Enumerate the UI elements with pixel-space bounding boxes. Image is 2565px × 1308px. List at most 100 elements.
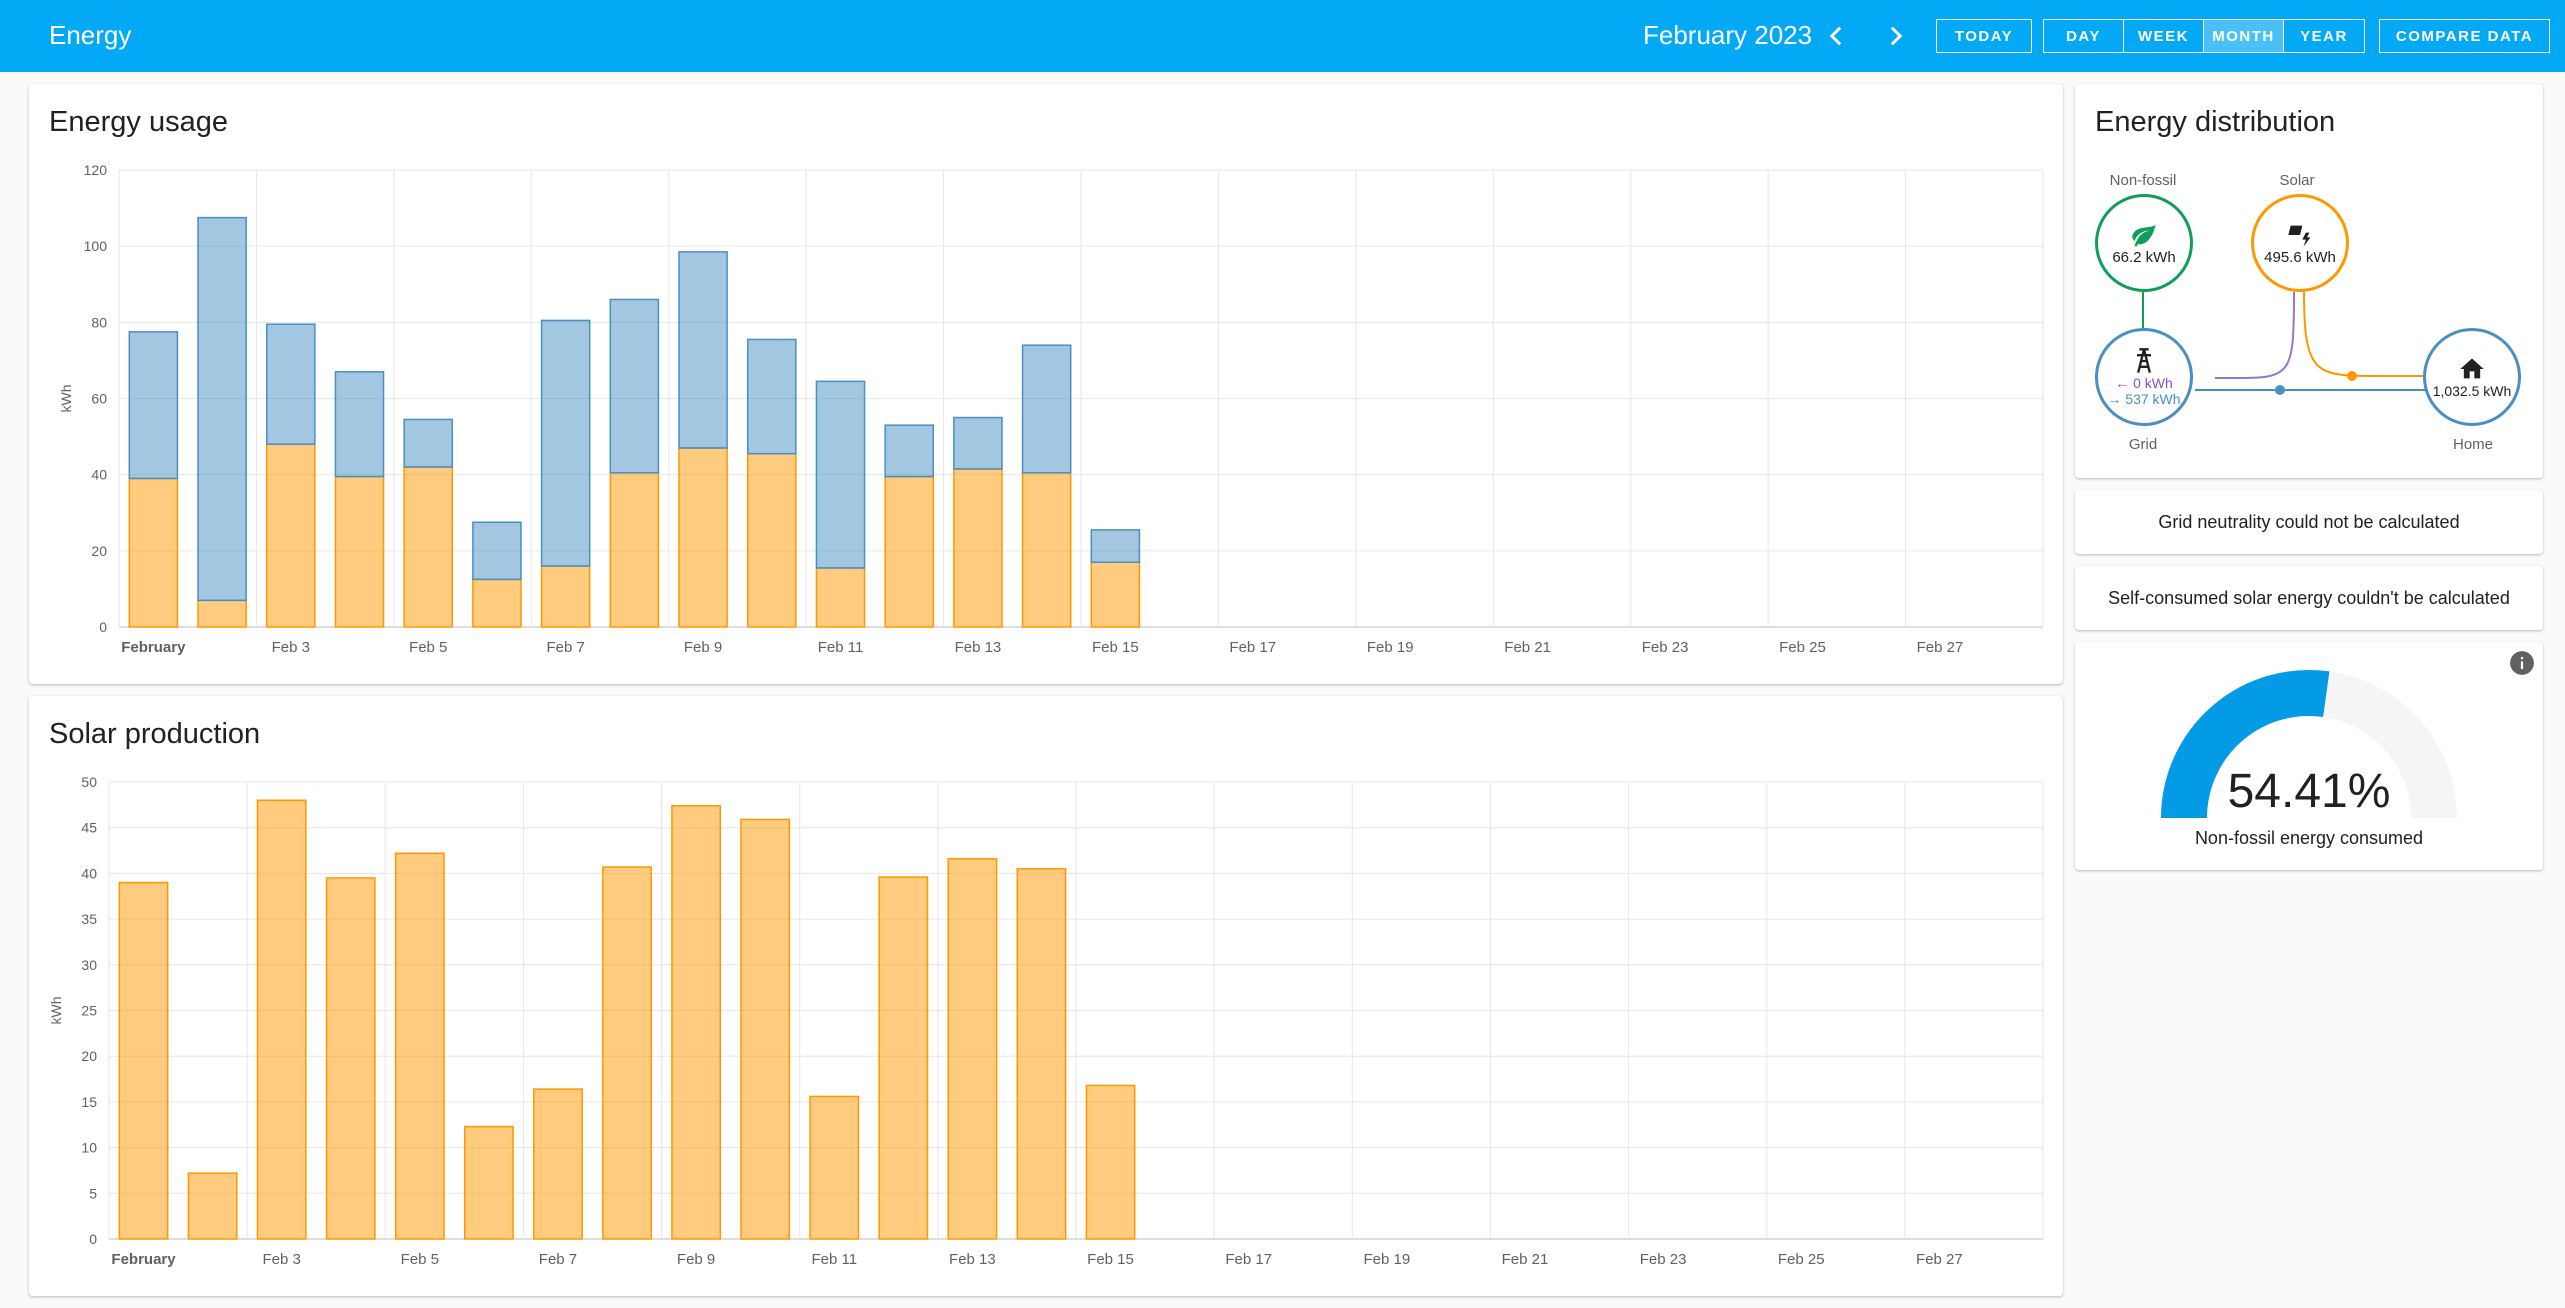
y-tick-label: 20 bbox=[81, 1048, 97, 1064]
bar-solar[interactable] bbox=[878, 876, 929, 1240]
gauge-value: 54.41% bbox=[2227, 765, 2391, 818]
week-button[interactable]: WEEK bbox=[2123, 19, 2204, 53]
solar-production-card: Solar production 0 5 10 15 20 25 30 35 40 45 50 Feb… bbox=[29, 696, 2063, 1296]
x-tick-label: Feb 23 bbox=[1642, 639, 1689, 656]
bar-grid[interactable] bbox=[540, 319, 591, 567]
bar-solar[interactable] bbox=[1085, 1084, 1136, 1240]
gauge-label: Non-fossil energy consumed bbox=[2194, 828, 2424, 848]
year-button[interactable]: YEAR bbox=[2283, 19, 2365, 53]
y-tick-label: 120 bbox=[84, 162, 108, 178]
bar-grid[interactable] bbox=[1021, 344, 1072, 474]
y-tick-label: 10 bbox=[81, 1140, 97, 1156]
self-consumed-solar-card: Self-consumed solar energy couldn't be c… bbox=[2075, 566, 2543, 630]
bar-grid[interactable] bbox=[746, 338, 797, 455]
energy-usage-title: Energy usage bbox=[49, 106, 228, 138]
compare-data-button[interactable]: COMPARE DATA bbox=[2379, 19, 2550, 53]
bar-solar[interactable] bbox=[540, 565, 591, 628]
grid-flow-dot bbox=[2275, 385, 2285, 395]
bar-solar[interactable] bbox=[472, 578, 522, 628]
bar-solar[interactable] bbox=[947, 858, 998, 1240]
energy-distribution-title: Energy distribution bbox=[2095, 106, 2336, 138]
bar-grid[interactable] bbox=[678, 251, 728, 449]
solar-flow-dot bbox=[2347, 371, 2357, 381]
bar-solar[interactable] bbox=[678, 447, 728, 628]
self-consumed-solar-text: Self-consumed solar energy couldn't be c… bbox=[2108, 587, 2510, 608]
chevron-right-icon[interactable] bbox=[1876, 16, 1916, 56]
bar-solar[interactable] bbox=[128, 477, 179, 628]
bar-solar[interactable] bbox=[602, 866, 652, 1240]
month-button[interactable]: MONTH bbox=[2203, 19, 2284, 53]
top-app-bar: Energy February 2023 TODAY DAY WEEK MONT… bbox=[0, 0, 2565, 72]
grid-consumption-value: → 537 kWh bbox=[2107, 391, 2181, 407]
x-tick-label: Feb 15 bbox=[1092, 639, 1139, 656]
bar-grid[interactable] bbox=[884, 424, 935, 478]
bar-solar[interactable] bbox=[325, 877, 376, 1240]
bar-grid[interactable] bbox=[953, 416, 1003, 470]
bar-solar[interactable] bbox=[815, 567, 866, 628]
bar-grid[interactable] bbox=[265, 323, 316, 445]
bar-grid[interactable] bbox=[609, 298, 660, 474]
x-tick-label: Feb 7 bbox=[546, 639, 584, 656]
bar-solar[interactable] bbox=[1090, 561, 1141, 628]
non-fossil-label: Non-fossil bbox=[2109, 172, 2177, 189]
chevron-left-icon[interactable] bbox=[1816, 16, 1856, 56]
home-icon bbox=[2458, 355, 2486, 383]
bar-solar[interactable] bbox=[197, 599, 247, 628]
bar-solar[interactable] bbox=[187, 1172, 238, 1240]
y-tick-label: 60 bbox=[91, 391, 107, 407]
x-tick-label: Feb 17 bbox=[1225, 1251, 1272, 1268]
y-tick-label: 15 bbox=[81, 1094, 97, 1110]
x-tick-label: Feb 5 bbox=[401, 1251, 439, 1268]
grid-return-value: ← 0 kWh bbox=[2115, 375, 2173, 391]
x-tick-label: Feb 11 bbox=[818, 639, 864, 656]
bar-solar[interactable] bbox=[884, 475, 935, 628]
bar-solar[interactable] bbox=[334, 475, 385, 628]
bar-grid[interactable] bbox=[128, 331, 179, 480]
solar-node[interactable]: 495.6 kWh bbox=[2251, 194, 2349, 292]
bar-solar[interactable] bbox=[746, 452, 797, 628]
bar-solar[interactable] bbox=[256, 799, 307, 1240]
x-tick-label: Feb 11 bbox=[811, 1251, 857, 1268]
bar-solar[interactable] bbox=[671, 805, 722, 1240]
bar-grid[interactable] bbox=[197, 216, 247, 602]
today-button[interactable]: TODAY bbox=[1936, 19, 2032, 53]
bar-solar[interactable] bbox=[533, 1088, 583, 1240]
bar-grid[interactable] bbox=[472, 521, 522, 581]
bar-solar[interactable] bbox=[609, 472, 660, 628]
y-axis-label: kWh bbox=[48, 997, 64, 1025]
bar-solar[interactable] bbox=[1016, 868, 1067, 1240]
bar-solar[interactable] bbox=[809, 1095, 860, 1240]
home-node[interactable]: 1,032.5 kWh bbox=[2423, 328, 2521, 426]
home-value: 1,032.5 kWh bbox=[2432, 383, 2512, 399]
y-tick-label: 0 bbox=[99, 619, 107, 635]
bar-solar[interactable] bbox=[265, 443, 316, 628]
bar-solar[interactable] bbox=[118, 881, 169, 1240]
solar-to-grid-line bbox=[2214, 291, 2295, 380]
bar-grid[interactable] bbox=[815, 380, 866, 569]
x-tick-label: Feb 27 bbox=[1917, 639, 1964, 656]
x-tick-label: Feb 3 bbox=[262, 1251, 300, 1268]
non-fossil-node[interactable]: 66.2 kWh bbox=[2095, 194, 2193, 292]
bar-grid[interactable] bbox=[1090, 529, 1141, 564]
solar-power-icon bbox=[2286, 221, 2314, 249]
non-fossil-gauge-card: 54.41% Non-fossil energy consumed bbox=[2075, 642, 2543, 870]
x-tick-label: Feb 19 bbox=[1367, 639, 1414, 656]
x-tick-label: Feb 5 bbox=[409, 639, 447, 656]
x-tick-label: Feb 25 bbox=[1778, 1251, 1825, 1268]
x-tick-label: Feb 21 bbox=[1504, 639, 1551, 656]
app-title: Energy bbox=[49, 20, 132, 50]
bar-solar[interactable] bbox=[953, 468, 1003, 628]
info-icon[interactable] bbox=[2509, 650, 2535, 676]
bar-grid[interactable] bbox=[403, 418, 454, 468]
bar-solar[interactable] bbox=[1021, 472, 1072, 628]
grid-node[interactable]: ← 0 kWh → 537 kWh bbox=[2095, 328, 2193, 426]
day-button[interactable]: DAY bbox=[2043, 19, 2124, 53]
period-label: February 2023 bbox=[1643, 20, 1813, 50]
bar-solar[interactable] bbox=[403, 466, 454, 628]
x-tick-label: Feb 21 bbox=[1502, 1251, 1549, 1268]
bar-grid[interactable] bbox=[334, 371, 385, 478]
bar-solar[interactable] bbox=[463, 1125, 514, 1240]
y-tick-label: 40 bbox=[91, 467, 107, 483]
bar-solar[interactable] bbox=[394, 852, 445, 1240]
bar-solar[interactable] bbox=[740, 818, 791, 1240]
